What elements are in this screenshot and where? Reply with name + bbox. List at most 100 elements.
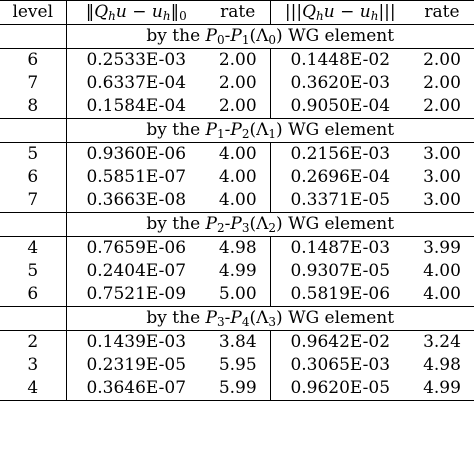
cell-l2-error: 0.7521E-09 [66, 283, 206, 308]
section-title: by the P0-P1(Λ0) WG element [66, 24, 474, 49]
cell-energy-error: 0.1487E-03 [290, 238, 391, 259]
cell-rate-energy: 3.24 [423, 332, 461, 353]
cell-l2-error: 0.2404E-07 [86, 261, 187, 282]
section-title-p1: P [205, 308, 217, 329]
section-title-lambda-index: 3 [268, 315, 277, 330]
cell-level: 4 [0, 236, 67, 261]
cell-rate-energy: 3.00 [410, 189, 474, 214]
cell-energy-error: 0.2156E-03 [290, 144, 391, 165]
cell-level: 8 [0, 95, 67, 120]
cell-rate-energy: 3.00 [423, 144, 461, 165]
table-row: 2 0.1439E-03 3.84 0.9642E-02 3.24 [0, 330, 474, 355]
cell-rate-energy: 2.00 [410, 95, 474, 120]
cell-rate-energy: 4.00 [423, 261, 461, 282]
table-row: 7 0.3663E-08 4.00 0.3371E-05 3.00 [0, 189, 474, 214]
cell-energy-error: 0.2696E-04 [290, 167, 391, 188]
cell-rate-energy: 3.99 [423, 238, 461, 259]
cell-energy-error: 0.3065E-03 [290, 355, 391, 376]
section-spacer-cell [0, 306, 67, 332]
header-level: level [0, 0, 67, 25]
table-row: 5 0.2404E-07 4.99 0.9307E-05 4.00 [0, 260, 474, 284]
section-header-row: by the P0-P1(Λ0) WG element [0, 24, 474, 49]
section-title-lambda-index: 1 [268, 127, 277, 142]
header-energy-error: |||Qhu − uh||| [270, 0, 410, 25]
cell-rate-l2: 2.00 [206, 48, 271, 72]
cell-level: 4 [0, 377, 67, 402]
cell-l2-error: 0.3646E-07 [66, 377, 206, 402]
section-title-lambda-index: 2 [268, 221, 277, 236]
section-title-p2: P [230, 214, 242, 235]
section-title-label: WG element [288, 308, 395, 329]
section-title-label: WG element [288, 26, 395, 46]
table-row: 8 0.1584E-04 2.00 0.9050E-04 2.00 [0, 95, 474, 120]
cell-energy-error: 0.9307E-05 [290, 261, 391, 282]
cell-rate-l2: 5.95 [206, 354, 271, 378]
table-row: 7 0.6337E-04 2.00 0.3620E-03 2.00 [0, 72, 474, 96]
section-title-p2-index: 1 [241, 33, 250, 47]
cell-rate-energy: 2.00 [423, 73, 461, 94]
convergence-table: level ‖Qhu − uh‖0 rate |||Qhu − uh||| ra… [0, 0, 474, 402]
cell-l2-error: 0.9360E-06 [86, 144, 187, 165]
section-title-p1-index: 0 [217, 33, 225, 47]
section-title-p2-index: 2 [241, 127, 250, 142]
cell-rate-energy: 4.98 [423, 355, 461, 376]
cell-l2-error: 0.6337E-04 [86, 73, 187, 94]
cell-l2-error: 0.5851E-07 [86, 167, 187, 188]
cell-l2-error: 0.7659E-06 [86, 238, 187, 259]
table-row: 5 0.9360E-06 4.00 0.2156E-03 3.00 [0, 142, 474, 167]
cell-level: 5 [0, 260, 67, 284]
table-row: 6 0.7521E-09 5.00 0.5819E-06 4.00 [0, 283, 474, 308]
cell-rate-energy: 4.00 [410, 283, 474, 308]
cell-rate-energy: 2.00 [423, 50, 461, 70]
header-rate-l2: rate [206, 0, 271, 25]
section-header-row: by the P3-P4(Λ3) WG element [0, 306, 474, 332]
section-title-p2: P [230, 26, 242, 46]
cell-level: 6 [0, 166, 67, 190]
cell-l2-error: 0.2533E-03 [86, 50, 187, 70]
cell-energy-error: 0.1448E-02 [290, 50, 391, 70]
table-row: 6 0.5851E-07 4.00 0.2696E-04 3.00 [0, 166, 474, 190]
section-spacer-cell [0, 24, 67, 49]
section-title-p1-index: 1 [217, 127, 225, 142]
section-title-p1-index: 3 [217, 315, 225, 330]
section-title: by the P1-P2(Λ1) WG element [66, 118, 474, 144]
header-rate-energy: rate [410, 0, 474, 25]
cell-rate-l2: 5.99 [206, 377, 271, 402]
cell-rate-l2: 3.84 [206, 330, 271, 355]
cell-energy-error: 0.9620E-05 [270, 377, 410, 402]
section-title-p2: P [230, 308, 242, 329]
cell-rate-l2: 4.00 [206, 166, 271, 190]
section-title-p2-index: 3 [241, 221, 250, 236]
section-title: by the P3-P4(Λ3) WG element [66, 306, 474, 332]
table-row: 4 0.7659E-06 4.98 0.1487E-03 3.99 [0, 236, 474, 261]
section-title-p1: P [205, 214, 217, 235]
cell-level: 7 [0, 72, 67, 96]
section-title-p2-index: 4 [241, 315, 250, 330]
cell-l2-error: 0.2319E-05 [86, 355, 187, 376]
cell-rate-l2: 4.00 [206, 189, 271, 214]
cell-rate-l2: 5.00 [206, 283, 271, 308]
section-title-p1-index: 2 [217, 221, 225, 236]
cell-energy-error: 0.3620E-03 [290, 73, 391, 94]
cell-level: 7 [0, 189, 67, 214]
cell-energy-error: 0.5819E-06 [270, 283, 410, 308]
cell-level: 2 [0, 330, 67, 355]
cell-level: 6 [0, 283, 67, 308]
cell-rate-energy: 4.99 [410, 377, 474, 402]
section-spacer-cell [0, 118, 67, 144]
cell-level: 3 [0, 354, 67, 378]
cell-energy-error: 0.9050E-04 [270, 95, 410, 120]
section-header-row: by the P2-P3(Λ2) WG element [0, 212, 474, 238]
cell-level: 6 [0, 48, 67, 72]
cell-energy-error: 0.9642E-02 [290, 332, 391, 353]
cell-rate-l2: 4.98 [206, 236, 271, 261]
cell-rate-energy: 3.00 [423, 167, 461, 188]
section-header-row: by the P1-P2(Λ1) WG element [0, 118, 474, 144]
header-row: level ‖Qhu − uh‖0 rate |||Qhu − uh||| ra… [0, 0, 474, 25]
section-title-label: WG element [288, 214, 395, 235]
table-row: 3 0.2319E-05 5.95 0.3065E-03 4.98 [0, 354, 474, 378]
section-spacer-cell [0, 212, 67, 238]
section-title-p2: P [230, 120, 242, 141]
cell-l2-error: 0.1584E-04 [66, 95, 206, 120]
table-row: 4 0.3646E-07 5.99 0.9620E-05 4.99 [0, 377, 474, 402]
